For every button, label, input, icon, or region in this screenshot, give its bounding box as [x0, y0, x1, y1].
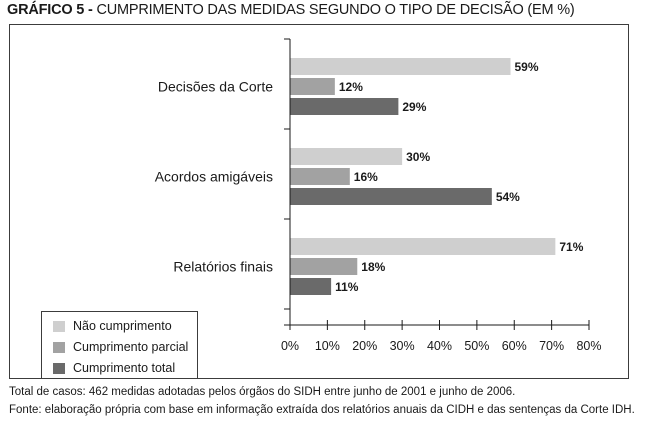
x-tick-label-80: 80%	[576, 339, 601, 353]
legend-swatch-cumprimento-total	[53, 363, 65, 374]
chart-title: GRÁFICO 5 - CUMPRIMENTO DAS MEDIDAS SEGU…	[7, 2, 575, 18]
category-label-acordos-amigaveis: Acordos amigáveis	[155, 169, 273, 185]
legend-label-cumprimento-parcial: Cumprimento parcial	[73, 340, 189, 354]
x-tick-label-30: 30%	[390, 339, 415, 353]
bar-relatorios-finais-cumprimento-total	[290, 278, 332, 295]
value-label-acordos-amigaveis-nao-cumprimento: 30%	[406, 150, 430, 164]
x-tick-label-20: 20%	[352, 339, 377, 353]
bar-acordos-amigaveis-cumprimento-parcial	[290, 168, 350, 185]
x-tick-label-60: 60%	[502, 339, 527, 353]
bar-acordos-amigaveis-cumprimento-total	[290, 188, 492, 205]
x-tick-label-40: 40%	[427, 339, 452, 353]
value-label-decisoes-da-corte-cumprimento-parcial: 12%	[339, 80, 363, 94]
x-tick-label-0: 0%	[281, 339, 299, 353]
chart-title-prefix: GRÁFICO 5 -	[7, 2, 97, 18]
chart-frame: 59% 12% 29% Decisões da Corte 30% 16% 54% Acord…	[9, 24, 629, 379]
bar-chart: 59% 12% 29% Decisões da Corte 30% 16% 54% Acord…	[155, 38, 602, 353]
bar-decisoes-da-corte-cumprimento-total	[290, 98, 399, 115]
value-label-relatorios-finais-cumprimento-total: 11%	[335, 280, 359, 294]
bar-decisoes-da-corte-nao-cumprimento	[290, 58, 511, 75]
category-label-decisoes-da-corte: Decisões da Corte	[158, 79, 273, 95]
footnote-source: Fonte: elaboração própria com base em in…	[9, 404, 635, 416]
x-tick-label-70: 70%	[539, 339, 564, 353]
x-tick-label-10: 10%	[315, 339, 340, 353]
legend-label-cumprimento-total: Cumprimento total	[73, 361, 176, 375]
category-label-relatorios-finais: Relatórios finais	[173, 259, 273, 275]
legend-swatch-cumprimento-parcial	[53, 342, 65, 353]
value-label-decisoes-da-corte-cumprimento-total: 29%	[402, 100, 426, 114]
value-label-relatorios-finais-cumprimento-parcial: 18%	[361, 260, 385, 274]
value-label-acordos-amigaveis-cumprimento-total: 54%	[496, 190, 520, 204]
bar-acordos-amigaveis-nao-cumprimento	[290, 148, 403, 165]
bar-relatorios-finais-cumprimento-parcial	[290, 258, 358, 275]
value-label-relatorios-finais-nao-cumprimento: 71%	[559, 240, 583, 254]
legend: Não cumprimento Cumprimento parcial Cump…	[41, 311, 198, 379]
bar-relatorios-finais-nao-cumprimento	[290, 238, 556, 255]
value-label-acordos-amigaveis-cumprimento-parcial: 16%	[354, 170, 378, 184]
bar-decisoes-da-corte-cumprimento-parcial	[290, 78, 335, 95]
legend-swatch-nao-cumprimento	[53, 321, 65, 332]
footnote-total-cases: Total de casos: 462 medidas adotadas pel…	[9, 386, 516, 398]
value-label-decisoes-da-corte-nao-cumprimento: 59%	[515, 60, 539, 74]
x-tick-label-50: 50%	[464, 339, 489, 353]
chart-title-text: CUMPRIMENTO DAS MEDIDAS SEGUNDO O TIPO D…	[96, 2, 575, 18]
legend-label-nao-cumprimento: Não cumprimento	[73, 319, 172, 333]
